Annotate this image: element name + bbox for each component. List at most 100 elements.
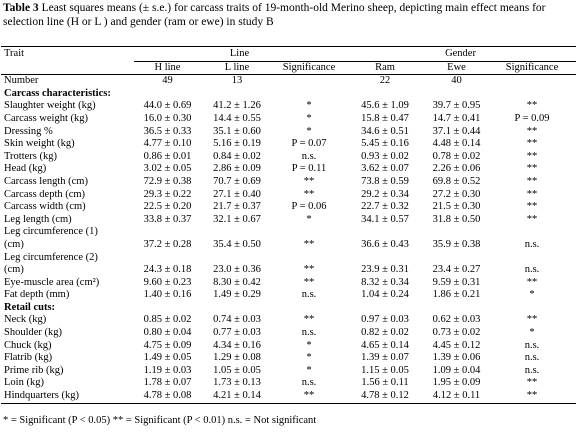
value-cell: 21.5 ± 0.30 xyxy=(432,201,481,213)
value-cell: 1.73 ± 0.13 xyxy=(213,377,261,389)
value-cell: 31.8 ± 0.50 xyxy=(432,213,481,225)
value-cell: 3.02 ± 0.05 xyxy=(143,163,192,175)
value-cell: 2.86 ± 0.09 xyxy=(213,163,261,175)
value-cell: * xyxy=(529,289,535,301)
column-header-row: H line L line Significance Ram Ewe Significan… xyxy=(1,61,577,76)
value-cell: ** xyxy=(526,201,538,213)
value-cell: 29.2 ± 0.34 xyxy=(361,188,409,200)
value-cell: ** xyxy=(526,125,538,137)
value-cell: ** xyxy=(526,175,538,187)
table-head: Trait Line Gender H line L line Significance R… xyxy=(1,45,577,76)
value-cell: n.s. xyxy=(301,150,317,162)
value-cell: 1.39 ± 0.06 xyxy=(432,352,481,364)
table-row: Fat depth (mm) 1.40 ± 0.16 1.49 ± 0.29 n.s.… xyxy=(1,289,576,302)
value-cell: ** xyxy=(273,390,345,404)
value-cell xyxy=(488,75,576,88)
value-cell: 23.0 ± 0.36 xyxy=(213,264,261,276)
value-cell: * xyxy=(306,339,312,351)
value-cell: P = 0.11 xyxy=(291,163,327,175)
value-cell: 13 xyxy=(231,75,243,87)
value-cell: * xyxy=(306,125,312,137)
table: Trait Line Gender H line L line Significance R… xyxy=(1,45,577,404)
value-cell: n.s. xyxy=(524,264,540,276)
value-cell: 4.12 ± 0.11 xyxy=(425,390,488,404)
trait-cell: Carcass weight (kg) xyxy=(4,112,88,124)
value-cell: P = 0.06 xyxy=(291,201,327,213)
header-cell: Trait xyxy=(1,45,134,76)
value-cell: 22 xyxy=(379,75,391,87)
value-cell: ** xyxy=(526,314,538,326)
value-cell: 0.82 ± 0.02 xyxy=(361,327,409,339)
value-cell: 33.8 ± 0.37 xyxy=(143,213,192,225)
table-row: Eye-muscle area (cm²) 9.60 ± 0.23 8.30 ± 0… xyxy=(1,277,576,290)
value-cell: 37.1 ± 0.44 xyxy=(432,125,481,137)
value-cell: 70.7 ± 0.69 xyxy=(213,175,261,187)
value-cell xyxy=(273,75,345,88)
value-cell: 4.45 ± 0.12 xyxy=(432,339,481,351)
value-cell: 14.4 ± 0.55 xyxy=(213,112,261,124)
value-cell: 1.09 ± 0.04 xyxy=(432,364,481,376)
value-cell: 5.16 ± 0.19 xyxy=(213,138,261,150)
value-cell: ** xyxy=(303,276,315,288)
table-row: Flatrib (kg) 1.49 ± 0.05 1.29 ± 0.08 * 1.39 … xyxy=(1,352,576,365)
value-cell: ** xyxy=(303,188,315,200)
trait-cell: Flatrib (kg) xyxy=(4,352,53,364)
value-cell: 1.95 ± 0.09 xyxy=(432,377,481,389)
value-cell: 69.8 ± 0.52 xyxy=(432,175,481,187)
value-cell: 73.8 ± 0.59 xyxy=(361,175,409,187)
trait-cell: Skin weight (kg) xyxy=(4,138,75,150)
value-cell: ** xyxy=(526,213,538,225)
value-cell: 34.6 ± 0.51 xyxy=(361,125,409,137)
column-header: Significance xyxy=(273,61,345,76)
value-cell: 44.0 ± 0.69 xyxy=(143,100,192,112)
table-row: Skin weight (kg) 4.77 ± 0.10 5.16 ± 0.19 P … xyxy=(1,138,576,151)
trait-cell: Neck (kg) xyxy=(4,314,47,326)
trait-cell: Loin (kg) xyxy=(4,377,44,389)
value-cell: 0.97 ± 0.03 xyxy=(361,314,409,326)
table-row: Carcass width (cm) 22.5 ± 0.20 21.7 ± 0.37… xyxy=(1,201,576,214)
value-cell: 0.93 ± 0.02 xyxy=(361,150,409,162)
value-cell: ** xyxy=(303,175,315,187)
value-cell: 15.8 ± 0.47 xyxy=(361,112,409,124)
value-cell: 8.32 ± 0.34 xyxy=(361,276,409,288)
value-cell: 1.39 ± 0.07 xyxy=(361,352,409,364)
trait-cell: Shoulder (kg) xyxy=(4,327,63,339)
trait-cell: Leg circumference (1) (cm) xyxy=(4,226,98,250)
value-cell: n.s. xyxy=(301,377,317,389)
value-cell: 1.05 ± 0.05 xyxy=(213,364,261,376)
value-cell: 0.80 ± 0.04 xyxy=(143,327,192,339)
value-cell: 0.62 ± 0.03 xyxy=(432,314,481,326)
value-cell: ** xyxy=(526,188,538,200)
trait-cell: Fat depth (mm) xyxy=(4,289,70,301)
value-cell: ** xyxy=(303,264,315,276)
table-row: Dressing % 36.5 ± 0.33 35.1 ± 0.60 * 34.6 ± … xyxy=(1,126,576,139)
value-cell: 40 xyxy=(451,75,462,87)
footnote: * = Significant (P < 0.05) ** = Signific… xyxy=(3,415,317,426)
value-cell: * xyxy=(306,352,312,364)
table-row: Number 49 13 22 40 xyxy=(1,75,576,88)
column-header: L line xyxy=(201,61,273,76)
trait-cell: Slaughter weight (kg) xyxy=(4,100,96,112)
value-cell: 9.59 ± 0.31 xyxy=(432,276,481,288)
value-cell: 0.85 ± 0.02 xyxy=(143,314,192,326)
column-header: H line xyxy=(134,61,201,76)
value-cell: 1.15 ± 0.05 xyxy=(361,364,409,376)
value-cell: 34.1 ± 0.57 xyxy=(361,213,409,225)
value-cell: 1.29 ± 0.08 xyxy=(213,352,261,364)
value-cell: * xyxy=(306,100,312,112)
value-cell: 16.0 ± 0.30 xyxy=(143,112,192,124)
table-row: Loin (kg) 1.78 ± 0.07 1.73 ± 0.13 n.s. 1.56 … xyxy=(1,377,576,390)
table-row: Trotters (kg) 0.86 ± 0.01 0.84 ± 0.02 n.s. 0… xyxy=(1,151,576,164)
value-cell: 29.3 ± 0.22 xyxy=(143,188,192,200)
value-cell: n.s. xyxy=(301,327,317,339)
table-row: Neck (kg) 0.85 ± 0.02 0.74 ± 0.03 ** 0.97 ± … xyxy=(1,314,576,327)
value-cell: 49 xyxy=(162,75,173,87)
value-cell: 4.77 ± 0.10 xyxy=(143,138,192,150)
value-cell: 1.78 ± 0.07 xyxy=(143,377,192,389)
table-row: Leg circumference (1) (cm) 37.2 ± 0.28 35.… xyxy=(1,226,576,251)
trait-cell: Eye-muscle area (cm²) xyxy=(4,276,100,288)
group-header: Line xyxy=(134,46,345,62)
value-cell: ** xyxy=(488,390,577,404)
value-cell: 1.49 ± 0.29 xyxy=(213,289,261,301)
table-row: Prime rib (kg) 1.19 ± 0.03 1.05 ± 0.05 * 1.1… xyxy=(1,365,576,378)
